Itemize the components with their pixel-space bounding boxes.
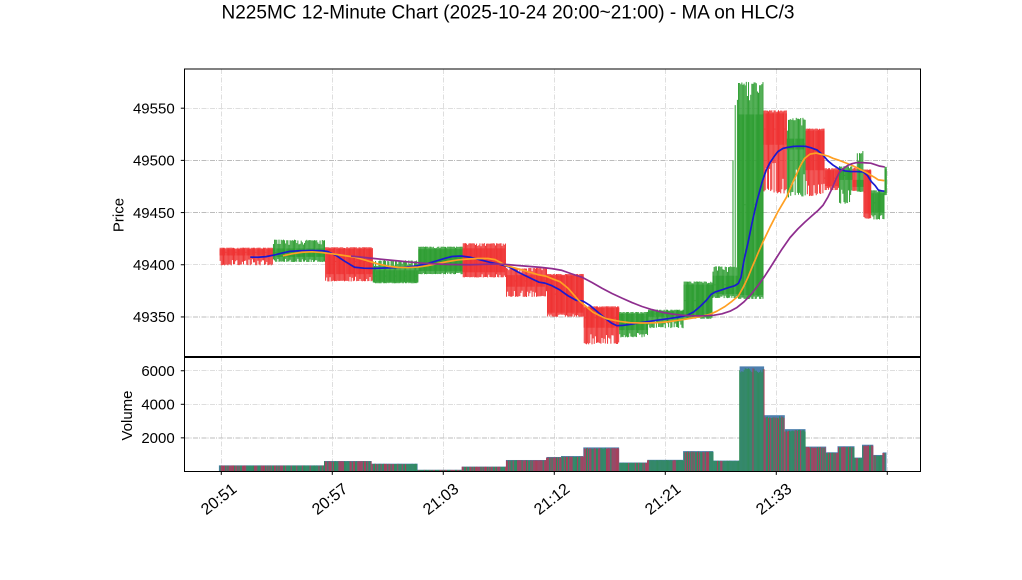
svg-text:N225MC 12-Minute Chart (2025-1: N225MC 12-Minute Chart (2025-10-24 20:00… (222, 3, 795, 24)
svg-text:6000: 6000 (141, 363, 174, 380)
svg-text:Price: Price (111, 198, 128, 232)
svg-text:2000: 2000 (141, 430, 174, 447)
svg-text:49400: 49400 (133, 257, 175, 274)
svg-text:4000: 4000 (141, 397, 174, 414)
svg-text:49350: 49350 (133, 309, 175, 326)
svg-text:49500: 49500 (133, 153, 175, 170)
svg-text:49550: 49550 (133, 100, 175, 117)
svg-text:49450: 49450 (133, 205, 175, 222)
svg-text:Volume: Volume (119, 390, 136, 440)
